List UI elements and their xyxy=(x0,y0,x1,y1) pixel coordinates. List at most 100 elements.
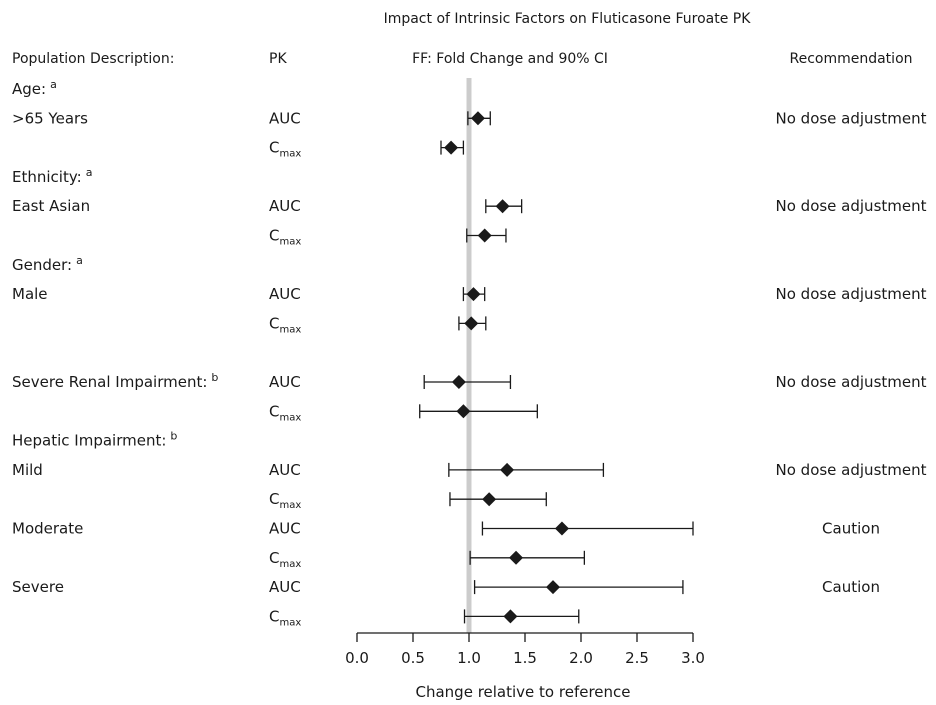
pk-parameter: AUC xyxy=(269,520,301,538)
recommendation: No dose adjustment xyxy=(776,461,927,479)
point-estimate-diamond xyxy=(470,111,485,126)
group-header-footnote: a xyxy=(86,166,93,179)
x-tick-label: 2.5 xyxy=(625,649,649,667)
group-header: Ethnicity: a xyxy=(12,166,92,186)
pk-parameter: Cmax xyxy=(269,402,301,423)
row-label: Moderate xyxy=(12,520,83,538)
row-label-text: Male xyxy=(12,285,48,303)
pk-parameter-name: C xyxy=(269,314,279,332)
row-label: East Asian xyxy=(12,197,90,215)
pk-parameter: Cmax xyxy=(269,607,301,628)
x-tick-label: 0.5 xyxy=(401,649,425,667)
x-axis: 0.0 0.5 1.0 1.5 2.0 2.5 3.0 xyxy=(345,632,705,667)
header-population: Population Description: xyxy=(12,51,174,67)
group-header-footnote: a xyxy=(50,78,57,91)
group-header-label: Hepatic Impairment: xyxy=(12,432,166,450)
pk-parameter-name: AUC xyxy=(269,461,301,479)
recommendation: No dose adjustment xyxy=(776,197,927,215)
pk-parameter-subscript: max xyxy=(279,412,301,423)
reference-line xyxy=(466,78,472,633)
pk-parameter: AUC xyxy=(269,373,301,391)
pk-parameter-name: C xyxy=(269,227,279,245)
x-axis-label: Change relative to reference xyxy=(416,683,631,701)
group-header: Gender: a xyxy=(12,254,83,274)
group-header-label: Age: xyxy=(12,80,46,98)
header-effect: FF: Fold Change and 90% CI xyxy=(412,51,608,67)
pk-parameter-name: AUC xyxy=(269,520,301,538)
pk-parameter-subscript: max xyxy=(279,617,301,628)
point-estimate-diamond xyxy=(451,375,466,389)
x-tick-label: 2.0 xyxy=(569,649,593,667)
reference-line-layer xyxy=(466,78,472,633)
pk-parameter-subscript: max xyxy=(279,559,301,570)
point-estimate-diamond xyxy=(477,228,492,243)
point-estimate-diamond xyxy=(444,140,459,155)
rows-layer: Age: a Ethnicity: a Gender: a Hepatic Impairme… xyxy=(12,78,927,628)
row-label: >65 Years xyxy=(12,109,88,127)
pk-parameter: AUC xyxy=(269,461,301,479)
recommendation: No dose adjustment xyxy=(776,373,927,391)
pk-parameter: Cmax xyxy=(269,314,301,335)
row-label-text: Moderate xyxy=(12,520,83,538)
point-estimate-diamond xyxy=(554,521,569,536)
pk-parameter-subscript: max xyxy=(279,324,301,335)
pk-parameter: AUC xyxy=(269,285,301,303)
x-tick-label: 3.0 xyxy=(681,649,705,667)
row-label: Mild xyxy=(12,461,43,479)
header-pk: PK xyxy=(269,51,287,67)
group-header-footnote: a xyxy=(76,254,83,267)
pk-parameter-name: AUC xyxy=(269,578,301,596)
row-label: Severe xyxy=(12,578,64,596)
point-estimate-diamond xyxy=(500,462,515,477)
pk-parameter-name: C xyxy=(269,139,279,157)
pk-parameter: Cmax xyxy=(269,227,301,248)
pk-parameter: Cmax xyxy=(269,490,301,511)
pk-parameter-name: AUC xyxy=(269,373,301,391)
point-estimate-diamond xyxy=(466,287,481,302)
point-estimate-diamond xyxy=(495,199,510,214)
row-label-text: Mild xyxy=(12,461,43,479)
pk-parameter-subscript: max xyxy=(279,237,301,248)
pk-parameter-name: AUC xyxy=(269,197,301,215)
pk-parameter: AUC xyxy=(269,109,301,127)
pk-parameter: Cmax xyxy=(269,549,301,570)
point-estimate-diamond xyxy=(509,550,524,565)
group-header-footnote: b xyxy=(170,430,177,443)
x-tick-label: 1.5 xyxy=(513,649,537,667)
row-label-text: >65 Years xyxy=(12,109,88,127)
row-label-text: Severe Renal Impairment: xyxy=(12,373,207,391)
row-label-footnote: b xyxy=(211,371,218,384)
pk-parameter-name: C xyxy=(269,549,279,567)
pk-parameter: Cmax xyxy=(269,139,301,160)
pk-parameter-name: C xyxy=(269,607,279,625)
point-estimate-diamond xyxy=(503,609,518,624)
row-label: Severe Renal Impairment: b xyxy=(12,371,218,391)
chart-title: Impact of Intrinsic Factors on Fluticaso… xyxy=(384,11,752,27)
header-recommendation: Recommendation xyxy=(789,51,912,67)
recommendation: No dose adjustment xyxy=(776,285,927,303)
pk-parameter-name: AUC xyxy=(269,285,301,303)
group-header-label: Ethnicity: xyxy=(12,168,82,186)
x-tick-label: 0.0 xyxy=(345,649,369,667)
pk-parameter-name: AUC xyxy=(269,109,301,127)
pk-parameter-subscript: max xyxy=(279,149,301,160)
recommendation: No dose adjustment xyxy=(776,109,927,127)
pk-parameter-subscript: max xyxy=(279,500,301,511)
recommendation: Caution xyxy=(822,578,880,596)
group-header: Age: a xyxy=(12,78,57,98)
point-estimate-diamond xyxy=(464,316,479,331)
recommendation: Caution xyxy=(822,520,880,538)
point-estimate-diamond xyxy=(456,404,471,419)
point-estimate-diamond xyxy=(482,492,497,507)
row-label: Male xyxy=(12,285,48,303)
group-header: Hepatic Impairment: b xyxy=(12,430,177,450)
x-tick-label: 1.0 xyxy=(457,649,481,667)
row-label-text: East Asian xyxy=(12,197,90,215)
pk-parameter: AUC xyxy=(269,578,301,596)
point-estimate-diamond xyxy=(546,580,560,595)
group-header-label: Gender: xyxy=(12,256,72,274)
pk-parameter-name: C xyxy=(269,402,279,420)
pk-parameter-name: C xyxy=(269,490,279,508)
pk-parameter: AUC xyxy=(269,197,301,215)
